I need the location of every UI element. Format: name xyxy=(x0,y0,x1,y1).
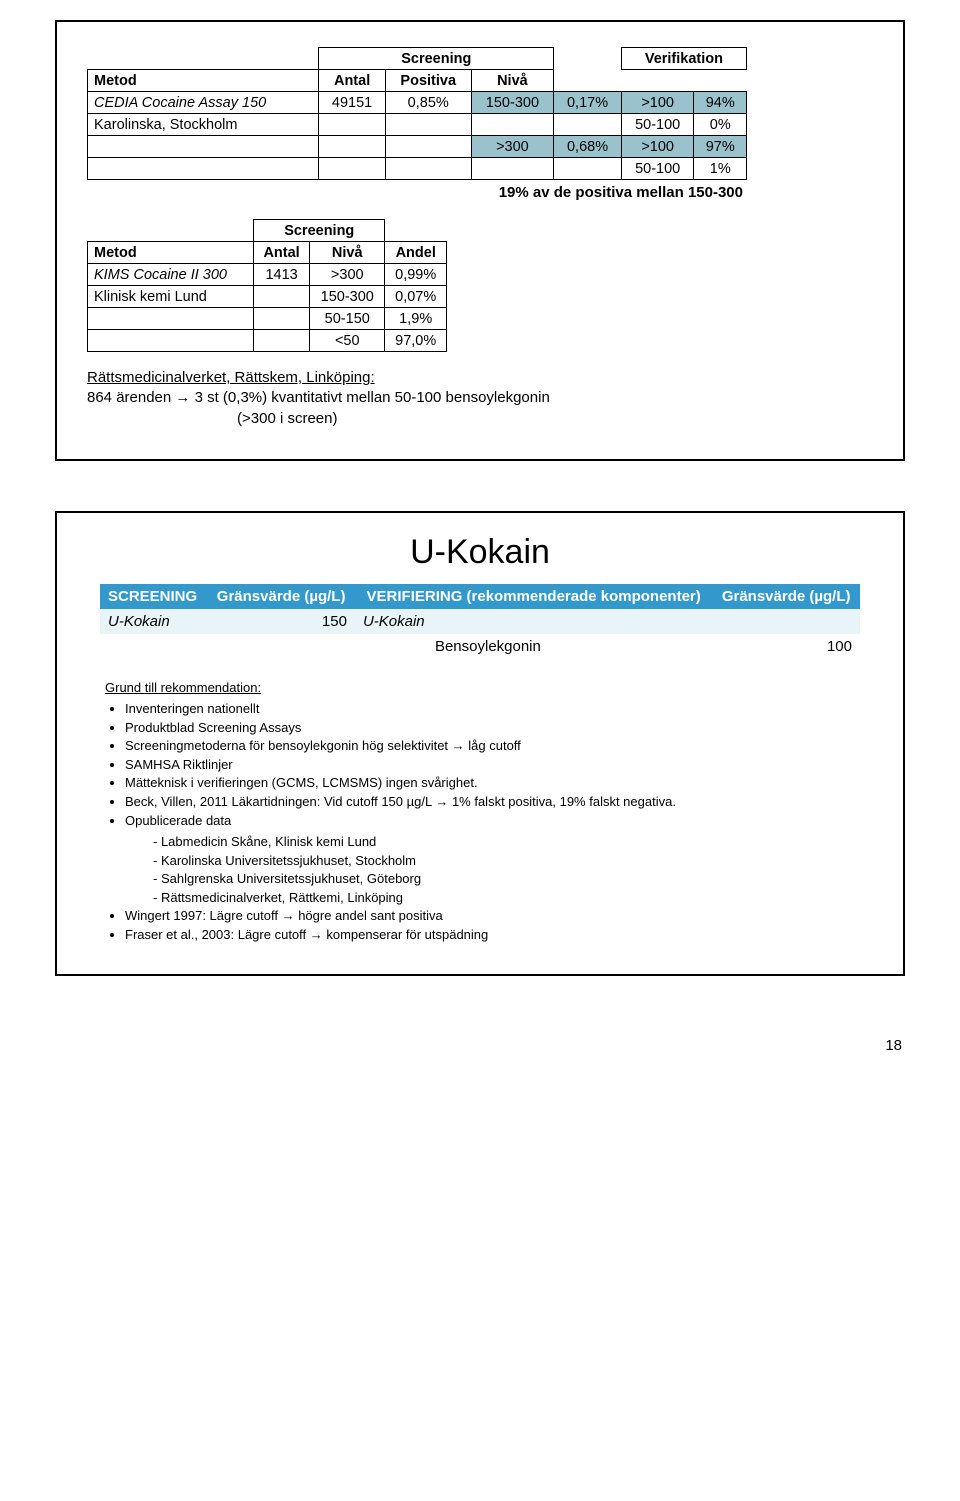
t3-r1c1: U-Kokain xyxy=(100,609,207,634)
recommendation-block: Grund till rekommendation: Inventeringen… xyxy=(87,679,873,944)
t1-r3-v3: 1% xyxy=(694,158,747,180)
arrow-icon: → xyxy=(452,738,465,753)
slide1-body: Rättsmedicinalverket, Rättskem, Linköpin… xyxy=(87,368,873,429)
slide2-title: U-Kokain xyxy=(87,533,873,572)
rec-b7-1: Labmedicin Skåne, Klinisk kemi Lund xyxy=(153,833,855,851)
t2-r0-andel: 0,99% xyxy=(385,264,447,286)
t1-col-metod: Metod xyxy=(88,70,319,92)
body-line3: (>300 i screen) xyxy=(237,410,337,427)
t1-r0-v3: 94% xyxy=(694,92,747,114)
t3-h4: Gränsvärde (µg/L) xyxy=(712,584,860,609)
rec-b7-3: Sahlgrenska Universitetssjukhuset, Göteb… xyxy=(153,870,855,888)
t1-head-verifikation: Verifikation xyxy=(621,48,746,70)
t2-r1-andel: 0,07% xyxy=(385,286,447,308)
t2-r0-antal: 1413 xyxy=(254,264,310,286)
arrow-icon: → xyxy=(310,927,323,942)
t1-r0-positiva: 0,85% xyxy=(385,92,471,114)
t2-r3-andel: 97,0% xyxy=(385,330,447,352)
body-line1: Rättsmedicinalverket, Rättskem, Linköpin… xyxy=(87,369,375,386)
slide-1: Screening Verifikation Metod Antal Posit… xyxy=(55,20,905,461)
rec-b2: Produktblad Screening Assays xyxy=(125,719,855,737)
t2-r2-andel: 1,9% xyxy=(385,308,447,330)
rec-b7-4: Rättsmedicinalverket, Rättkemi, Linköpin… xyxy=(153,889,855,907)
slide-2: U-Kokain SCREENING Gränsvärde (µg/L) VER… xyxy=(55,511,905,977)
t1-head-screening: Screening xyxy=(319,48,554,70)
t1-r0-antal: 49151 xyxy=(319,92,386,114)
t2-r2-niva: 50-150 xyxy=(310,308,385,330)
t2-col-niva: Nivå xyxy=(310,242,385,264)
t2-r0-niva: >300 xyxy=(310,264,385,286)
arrow-icon: → xyxy=(175,389,190,406)
t1-r0-v2: >100 xyxy=(621,92,694,114)
t1-r0-v1: 0,17% xyxy=(554,92,622,114)
t1-r0-niva: 150-300 xyxy=(471,92,554,114)
rec-b5: Mätteknisk i verifieringen (GCMS, LCMSMS… xyxy=(125,774,855,792)
t3-h1: SCREENING xyxy=(100,584,207,609)
rec-b3: Screeningmetoderna för bensoylekgonin hö… xyxy=(125,737,855,755)
t1-r2-v3: 97% xyxy=(694,136,747,158)
page: Screening Verifikation Metod Antal Posit… xyxy=(0,0,960,1066)
t2-r0-metod: KIMS Cocaine II 300 xyxy=(88,264,254,286)
t2-r1-niva: 150-300 xyxy=(310,286,385,308)
t1-r0-metod: CEDIA Cocaine Assay 150 xyxy=(88,92,319,114)
page-number: 18 xyxy=(885,1037,902,1054)
rec-b7: Opublicerade data Labmedicin Skåne, Klin… xyxy=(125,812,855,907)
t2-r1-metod: Klinisk kemi Lund xyxy=(88,286,254,308)
t3-r1c2: 150 xyxy=(207,609,355,634)
t2-col-metod: Metod xyxy=(88,242,254,264)
table-kokain: SCREENING Gränsvärde (µg/L) VERIFIERING … xyxy=(100,584,860,659)
t3-r2c4: 100 xyxy=(712,634,860,659)
t1-note: 19% av de positiva mellan 150-300 xyxy=(87,184,873,201)
t3-r1c3: U-Kokain xyxy=(355,609,712,634)
rec-heading: Grund till rekommendation: xyxy=(105,680,261,695)
t1-r2-v1: 0,68% xyxy=(554,136,622,158)
t1-col-antal: Antal xyxy=(319,70,386,92)
t2-col-andel: Andel xyxy=(385,242,447,264)
table-screening-verifikation: Screening Verifikation Metod Antal Posit… xyxy=(87,47,747,180)
rec-b4: SAMHSA Riktlinjer xyxy=(125,756,855,774)
rec-b1: Inventeringen nationellt xyxy=(125,700,855,718)
t3-r2c3: Bensoylekgonin xyxy=(355,634,712,659)
t2-head-screening: Screening xyxy=(254,220,385,242)
t3-r1c4 xyxy=(712,609,860,634)
rec-b8: Wingert 1997: Lägre cutoff → högre andel… xyxy=(125,907,855,925)
t3-h3: VERIFIERING (rekommenderade komponenter) xyxy=(355,584,712,609)
t1-r1-v2: 50-100 xyxy=(621,114,694,136)
t1-col-niva: Nivå xyxy=(471,70,554,92)
rec-b7-2: Karolinska Universitetssjukhuset, Stockh… xyxy=(153,852,855,870)
t1-r1-metod: Karolinska, Stockholm xyxy=(88,114,319,136)
t1-r3-v2: 50-100 xyxy=(621,158,694,180)
rec-b6: Beck, Villen, 2011 Läkartidningen: Vid c… xyxy=(125,793,855,811)
body-line2a: 864 ärenden xyxy=(87,389,175,406)
arrow-icon: → xyxy=(435,794,448,809)
body-line2b: 3 st (0,3%) kvantitativt mellan 50-100 b… xyxy=(190,389,549,406)
t1-r2-niva: >300 xyxy=(471,136,554,158)
t1-r2-v2: >100 xyxy=(621,136,694,158)
t2-col-antal: Antal xyxy=(254,242,310,264)
table-screening-andel: Screening Metod Antal Nivå Andel KIMS Co… xyxy=(87,219,447,352)
t3-h2: Gränsvärde (µg/L) xyxy=(207,584,355,609)
t2-r3-niva: <50 xyxy=(310,330,385,352)
t1-col-positiva: Positiva xyxy=(385,70,471,92)
t1-r1-v3: 0% xyxy=(694,114,747,136)
arrow-icon: → xyxy=(282,908,295,923)
rec-b9: Fraser et al., 2003: Lägre cutoff → komp… xyxy=(125,926,855,944)
